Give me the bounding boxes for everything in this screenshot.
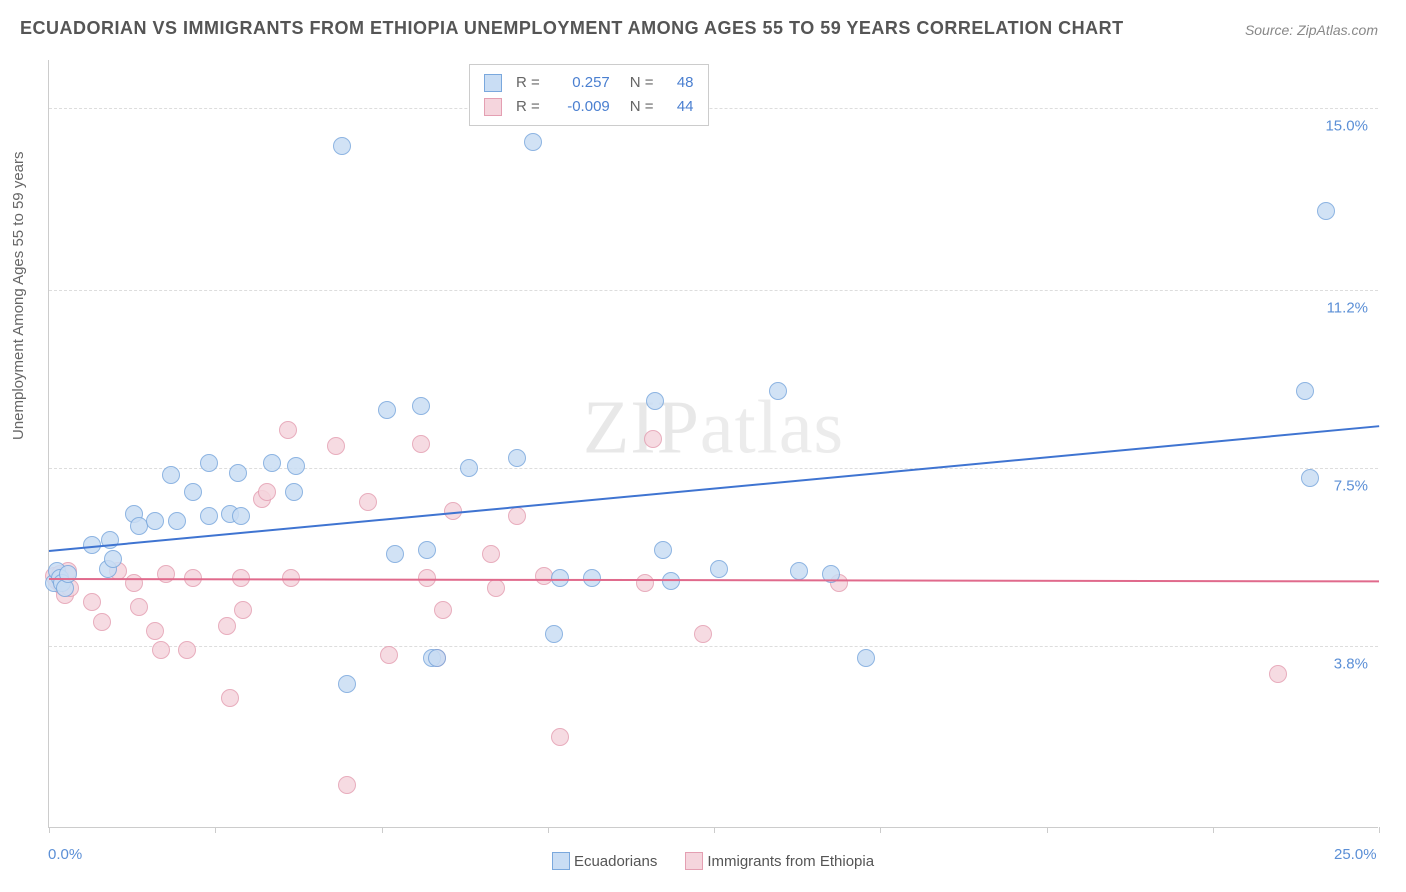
data-point [769, 382, 787, 400]
data-point [338, 675, 356, 693]
data-point [200, 454, 218, 472]
data-point [551, 728, 569, 746]
legend: Ecuadorians Immigrants from Ethiopia [48, 852, 1378, 874]
scatter-plot-area: ZIPatlas R =0.257N =48R =-0.009N =44 3.8… [48, 60, 1378, 828]
data-point [184, 483, 202, 501]
data-point [482, 545, 500, 563]
data-point [146, 622, 164, 640]
legend-label: Ecuadorians [574, 853, 657, 870]
source-attribution: Source: ZipAtlas.com [1245, 22, 1378, 38]
data-point [545, 625, 563, 643]
chart-title: ECUADORIAN VS IMMIGRANTS FROM ETHIOPIA U… [20, 18, 1124, 39]
data-point [428, 649, 446, 667]
data-point [359, 493, 377, 511]
data-point [287, 457, 305, 475]
data-point [168, 512, 186, 530]
x-tick [49, 827, 50, 833]
data-point [1301, 469, 1319, 487]
x-tick [382, 827, 383, 833]
y-tick-label: 7.5% [1334, 478, 1368, 495]
data-point [285, 483, 303, 501]
data-point [418, 541, 436, 559]
data-point [1317, 202, 1335, 220]
data-point [200, 507, 218, 525]
data-point [508, 449, 526, 467]
data-point [229, 464, 247, 482]
data-point [104, 550, 122, 568]
data-point [218, 617, 236, 635]
legend-swatch [552, 852, 570, 870]
x-tick [548, 827, 549, 833]
stats-row: R =0.257N =48 [484, 71, 694, 95]
data-point [232, 507, 250, 525]
correlation-stats-box: R =0.257N =48R =-0.009N =44 [469, 64, 709, 126]
legend-item: Ecuadorians [552, 852, 657, 870]
data-point [162, 466, 180, 484]
x-tick [1213, 827, 1214, 833]
data-point [125, 574, 143, 592]
y-tick-label: 15.0% [1325, 118, 1368, 135]
data-point [130, 598, 148, 616]
data-point [93, 613, 111, 631]
y-tick-label: 3.8% [1334, 655, 1368, 672]
data-point [378, 401, 396, 419]
data-point [434, 601, 452, 619]
data-point [636, 574, 654, 592]
data-point [327, 437, 345, 455]
data-point [487, 579, 505, 597]
x-axis-label: 0.0% [48, 846, 82, 863]
data-point [1296, 382, 1314, 400]
y-axis-label: Unemployment Among Ages 55 to 59 years [10, 151, 27, 440]
legend-item: Immigrants from Ethiopia [685, 852, 874, 870]
data-point [694, 625, 712, 643]
data-point [790, 562, 808, 580]
data-point [460, 459, 478, 477]
data-point [333, 137, 351, 155]
gridline [49, 646, 1378, 647]
y-tick-label: 11.2% [1327, 300, 1368, 317]
trend-line [49, 425, 1379, 552]
legend-swatch [484, 98, 502, 116]
data-point [83, 593, 101, 611]
data-point [654, 541, 672, 559]
data-point [857, 649, 875, 667]
watermark: ZIPatlas [583, 385, 844, 472]
x-tick [1047, 827, 1048, 833]
data-point [412, 397, 430, 415]
stats-row: R =-0.009N =44 [484, 95, 694, 119]
x-tick [1379, 827, 1380, 833]
data-point [524, 133, 542, 151]
data-point [178, 641, 196, 659]
x-axis-label: 25.0% [1334, 846, 1377, 863]
x-tick [714, 827, 715, 833]
data-point [710, 560, 728, 578]
data-point [263, 454, 281, 472]
data-point [644, 430, 662, 448]
data-point [221, 689, 239, 707]
x-tick [215, 827, 216, 833]
x-tick [880, 827, 881, 833]
data-point [1269, 665, 1287, 683]
legend-label: Immigrants from Ethiopia [707, 853, 874, 870]
legend-swatch [685, 852, 703, 870]
data-point [258, 483, 276, 501]
data-point [279, 421, 297, 439]
data-point [234, 601, 252, 619]
data-point [386, 545, 404, 563]
gridline [49, 108, 1378, 109]
gridline [49, 468, 1378, 469]
data-point [646, 392, 664, 410]
data-point [338, 776, 356, 794]
data-point [412, 435, 430, 453]
gridline [49, 290, 1378, 291]
data-point [146, 512, 164, 530]
data-point [152, 641, 170, 659]
data-point [380, 646, 398, 664]
legend-swatch [484, 74, 502, 92]
data-point [508, 507, 526, 525]
